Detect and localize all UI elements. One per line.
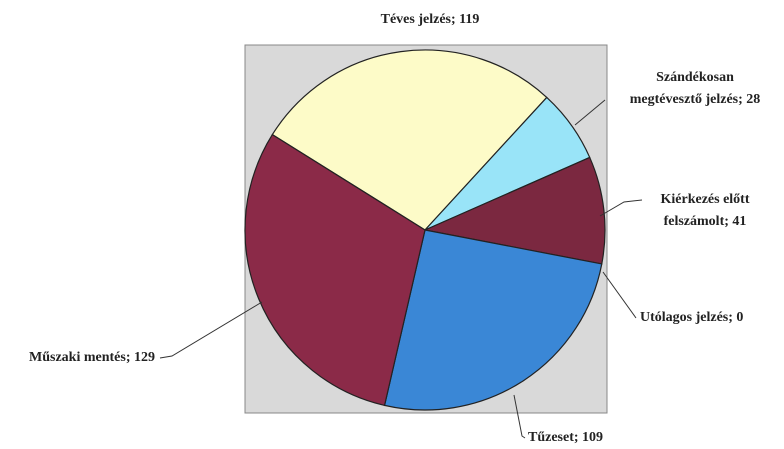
pie-slice [383, 229, 603, 411]
leader-line [602, 271, 637, 319]
pie-slice [244, 133, 426, 407]
leader-line [574, 99, 606, 126]
slice-label: megtévesztő jelzés; 28 [630, 92, 761, 107]
slice-label: Kiérkezés előtt [660, 192, 749, 207]
pie-slice [422, 156, 606, 265]
slice-label: Szándékosan [656, 70, 734, 85]
slice-label: Tűzeset; 109 [528, 430, 603, 445]
slice-label: Téves jelzés; 119 [381, 12, 480, 27]
pie-slice [271, 49, 548, 231]
leader-line [599, 199, 643, 217]
slice-label: Utólagos jelzés; 0 [640, 310, 743, 325]
slice-label: Műszaki mentés; 129 [29, 350, 155, 365]
slice-label: felszámolt; 41 [664, 214, 747, 229]
leader-line [513, 394, 526, 439]
leader-line [159, 301, 263, 359]
